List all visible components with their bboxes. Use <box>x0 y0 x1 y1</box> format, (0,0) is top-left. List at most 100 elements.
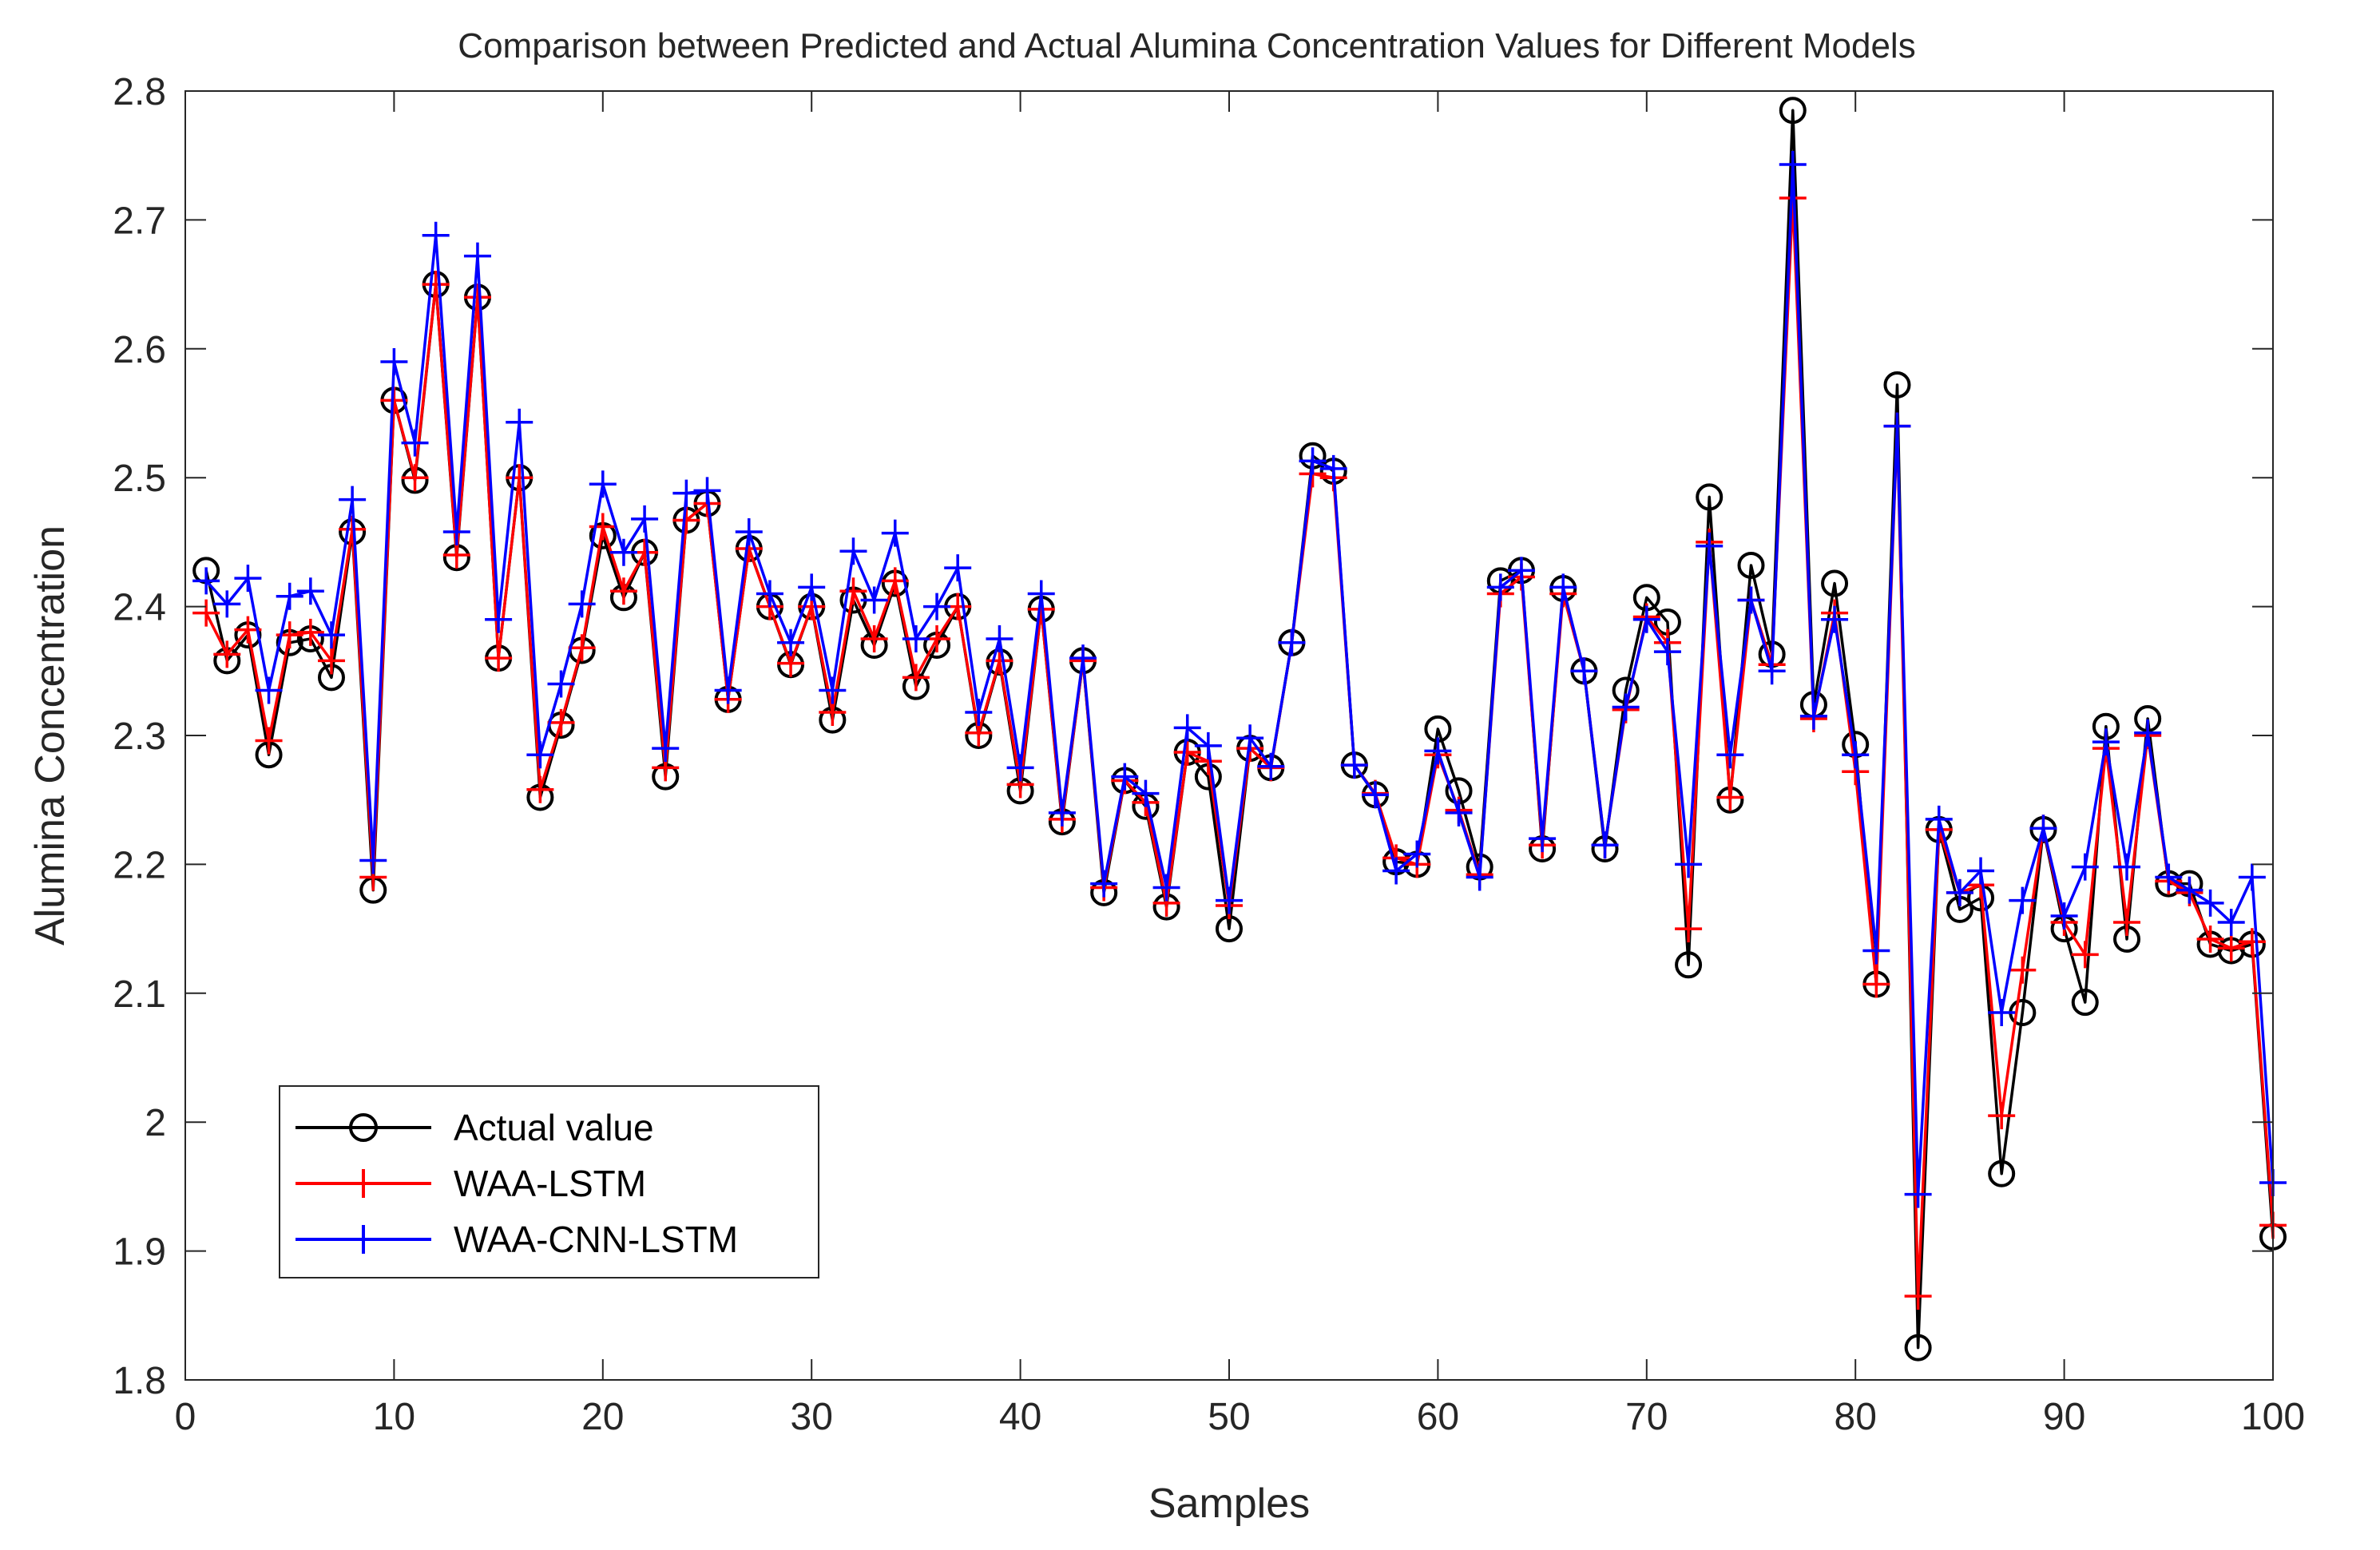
y-tick-label: 2.3 <box>113 716 166 758</box>
data-point-waa-cnn-lstm <box>1716 741 1744 769</box>
data-point-actual-value <box>1821 569 1849 597</box>
data-point-waa-cnn-lstm <box>2009 886 2037 914</box>
data-point-waa-cnn-lstm <box>1507 557 1535 585</box>
data-point-waa-lstm <box>1173 738 1201 766</box>
data-point-waa-cnn-lstm <box>568 590 596 618</box>
data-point-waa-cnn-lstm <box>2196 889 2224 917</box>
data-point-waa-lstm <box>1862 970 1890 998</box>
data-point-waa-cnn-lstm <box>2071 853 2099 881</box>
data-point-waa-lstm <box>2071 941 2099 969</box>
x-tick-label: 100 <box>2241 1396 2305 1438</box>
data-point-waa-cnn-lstm <box>1340 751 1368 779</box>
axis-ticks: 0 10 20 30 40 50 60 70 80 90 100 1.8 1.9 2 2.1 2.2 2.3 2.… <box>113 71 2305 1438</box>
x-tick-label: 0 <box>175 1396 196 1438</box>
data-point-waa-cnn-lstm <box>714 676 742 704</box>
data-point-waa-lstm <box>860 624 888 652</box>
data-point-waa-cnn-lstm <box>2176 876 2203 904</box>
data-point-waa-cnn-lstm <box>213 590 241 618</box>
data-point-waa-cnn-lstm <box>2029 815 2057 842</box>
data-point-waa-cnn-lstm <box>839 537 867 565</box>
data-point-waa-lstm <box>213 640 241 668</box>
data-point-waa-cnn-lstm <box>609 538 637 566</box>
data-point-waa-cnn-lstm <box>944 554 972 582</box>
data-point-waa-cnn-lstm <box>1382 857 1410 885</box>
y-tick-label: 2.7 <box>113 200 166 242</box>
data-point-waa-cnn-lstm <box>819 676 847 704</box>
data-point-waa-cnn-lstm <box>881 519 909 547</box>
data-point-waa-lstm <box>506 464 534 492</box>
x-tick-label: 50 <box>1208 1396 1250 1438</box>
data-point-waa-cnn-lstm <box>255 676 283 704</box>
data-point-waa-lstm <box>442 541 470 569</box>
data-point-waa-lstm <box>1904 1282 1932 1310</box>
data-point-waa-cnn-lstm <box>526 741 554 769</box>
x-tick-label: 30 <box>791 1396 833 1438</box>
data-point-waa-cnn-lstm <box>1862 937 1890 965</box>
data-point-waa-cnn-lstm <box>1946 878 1973 906</box>
data-point-waa-cnn-lstm <box>1486 573 1514 601</box>
data-point-actual-value <box>1904 1334 1932 1362</box>
x-tick-label: 40 <box>999 1396 1041 1438</box>
data-point-waa-cnn-lstm <box>1006 754 1034 782</box>
y-tick-label: 1.9 <box>113 1231 166 1274</box>
legend-label-waa-lstm: WAA-LSTM <box>454 1163 646 1204</box>
data-point-waa-lstm <box>1988 1102 2016 1130</box>
data-point-waa-cnn-lstm <box>1758 657 1786 685</box>
data-point-waa-cnn-lstm <box>1048 799 1076 827</box>
data-point-waa-lstm <box>672 506 700 534</box>
y-tick-label: 2.6 <box>113 329 166 371</box>
data-point-waa-cnn-lstm <box>1967 857 1995 885</box>
data-point-waa-cnn-lstm <box>2238 863 2266 891</box>
x-tick-label: 60 <box>1417 1396 1459 1438</box>
data-point-waa-cnn-lstm <box>1236 724 1264 752</box>
data-point-waa-cnn-lstm <box>860 586 888 614</box>
data-point-waa-lstm <box>401 464 429 492</box>
legend-marker-waa-lstm <box>349 1169 378 1198</box>
data-point-waa-cnn-lstm <box>2050 902 2078 930</box>
data-point-waa-cnn-lstm <box>1842 741 1870 769</box>
y-tick-label: 2 <box>145 1102 166 1144</box>
data-point-waa-lstm <box>192 599 220 627</box>
data-point-waa-cnn-lstm <box>1529 825 1557 853</box>
data-point-waa-lstm <box>1716 783 1744 811</box>
data-point-waa-cnn-lstm <box>1132 779 1160 807</box>
data-point-waa-cnn-lstm <box>693 477 721 505</box>
data-point-waa-lstm <box>589 513 617 541</box>
data-point-waa-cnn-lstm <box>1361 781 1389 809</box>
data-point-waa-cnn-lstm <box>463 242 491 270</box>
data-point-actual-value <box>1696 483 1724 511</box>
data-point-waa-cnn-lstm <box>296 577 324 605</box>
data-point-actual-value <box>1988 1160 2016 1187</box>
data-point-waa-lstm <box>463 283 491 311</box>
data-point-waa-cnn-lstm <box>1216 886 1243 914</box>
x-tick-label: 90 <box>2043 1396 2085 1438</box>
data-point-waa-cnn-lstm <box>1821 605 1849 633</box>
data-point-waa-lstm <box>296 618 324 646</box>
data-point-waa-cnn-lstm <box>2155 863 2183 891</box>
data-point-waa-cnn-lstm <box>1278 628 1306 656</box>
data-point-waa-lstm <box>2238 928 2266 956</box>
data-point-waa-lstm <box>902 664 930 692</box>
data-point-waa-cnn-lstm <box>756 580 783 608</box>
data-point-waa-cnn-lstm <box>1675 850 1703 878</box>
data-point-waa-lstm <box>2009 956 2037 984</box>
data-point-waa-cnn-lstm <box>1445 799 1473 827</box>
data-point-waa-cnn-lstm <box>1883 412 1911 440</box>
y-tick-label: 1.8 <box>113 1360 166 1402</box>
data-point-waa-cnn-lstm <box>631 505 659 533</box>
y-tick-label: 2.8 <box>113 71 166 113</box>
data-point-waa-cnn-lstm <box>1653 638 1681 666</box>
data-point-waa-lstm <box>1675 915 1703 943</box>
data-point-waa-cnn-lstm <box>652 735 680 763</box>
data-point-actual-value <box>1779 97 1807 125</box>
data-point-waa-cnn-lstm <box>672 479 700 507</box>
data-point-waa-cnn-lstm <box>1194 731 1222 759</box>
data-point-waa-cnn-lstm <box>380 347 408 375</box>
y-axis-label: Alumina Concentration <box>27 525 73 945</box>
data-point-waa-cnn-lstm <box>1424 737 1452 765</box>
y-tick-label: 2.2 <box>113 844 166 886</box>
data-point-waa-lstm <box>526 775 554 803</box>
data-point-waa-cnn-lstm <box>2092 728 2120 756</box>
y-tick-label: 2.4 <box>113 587 166 629</box>
